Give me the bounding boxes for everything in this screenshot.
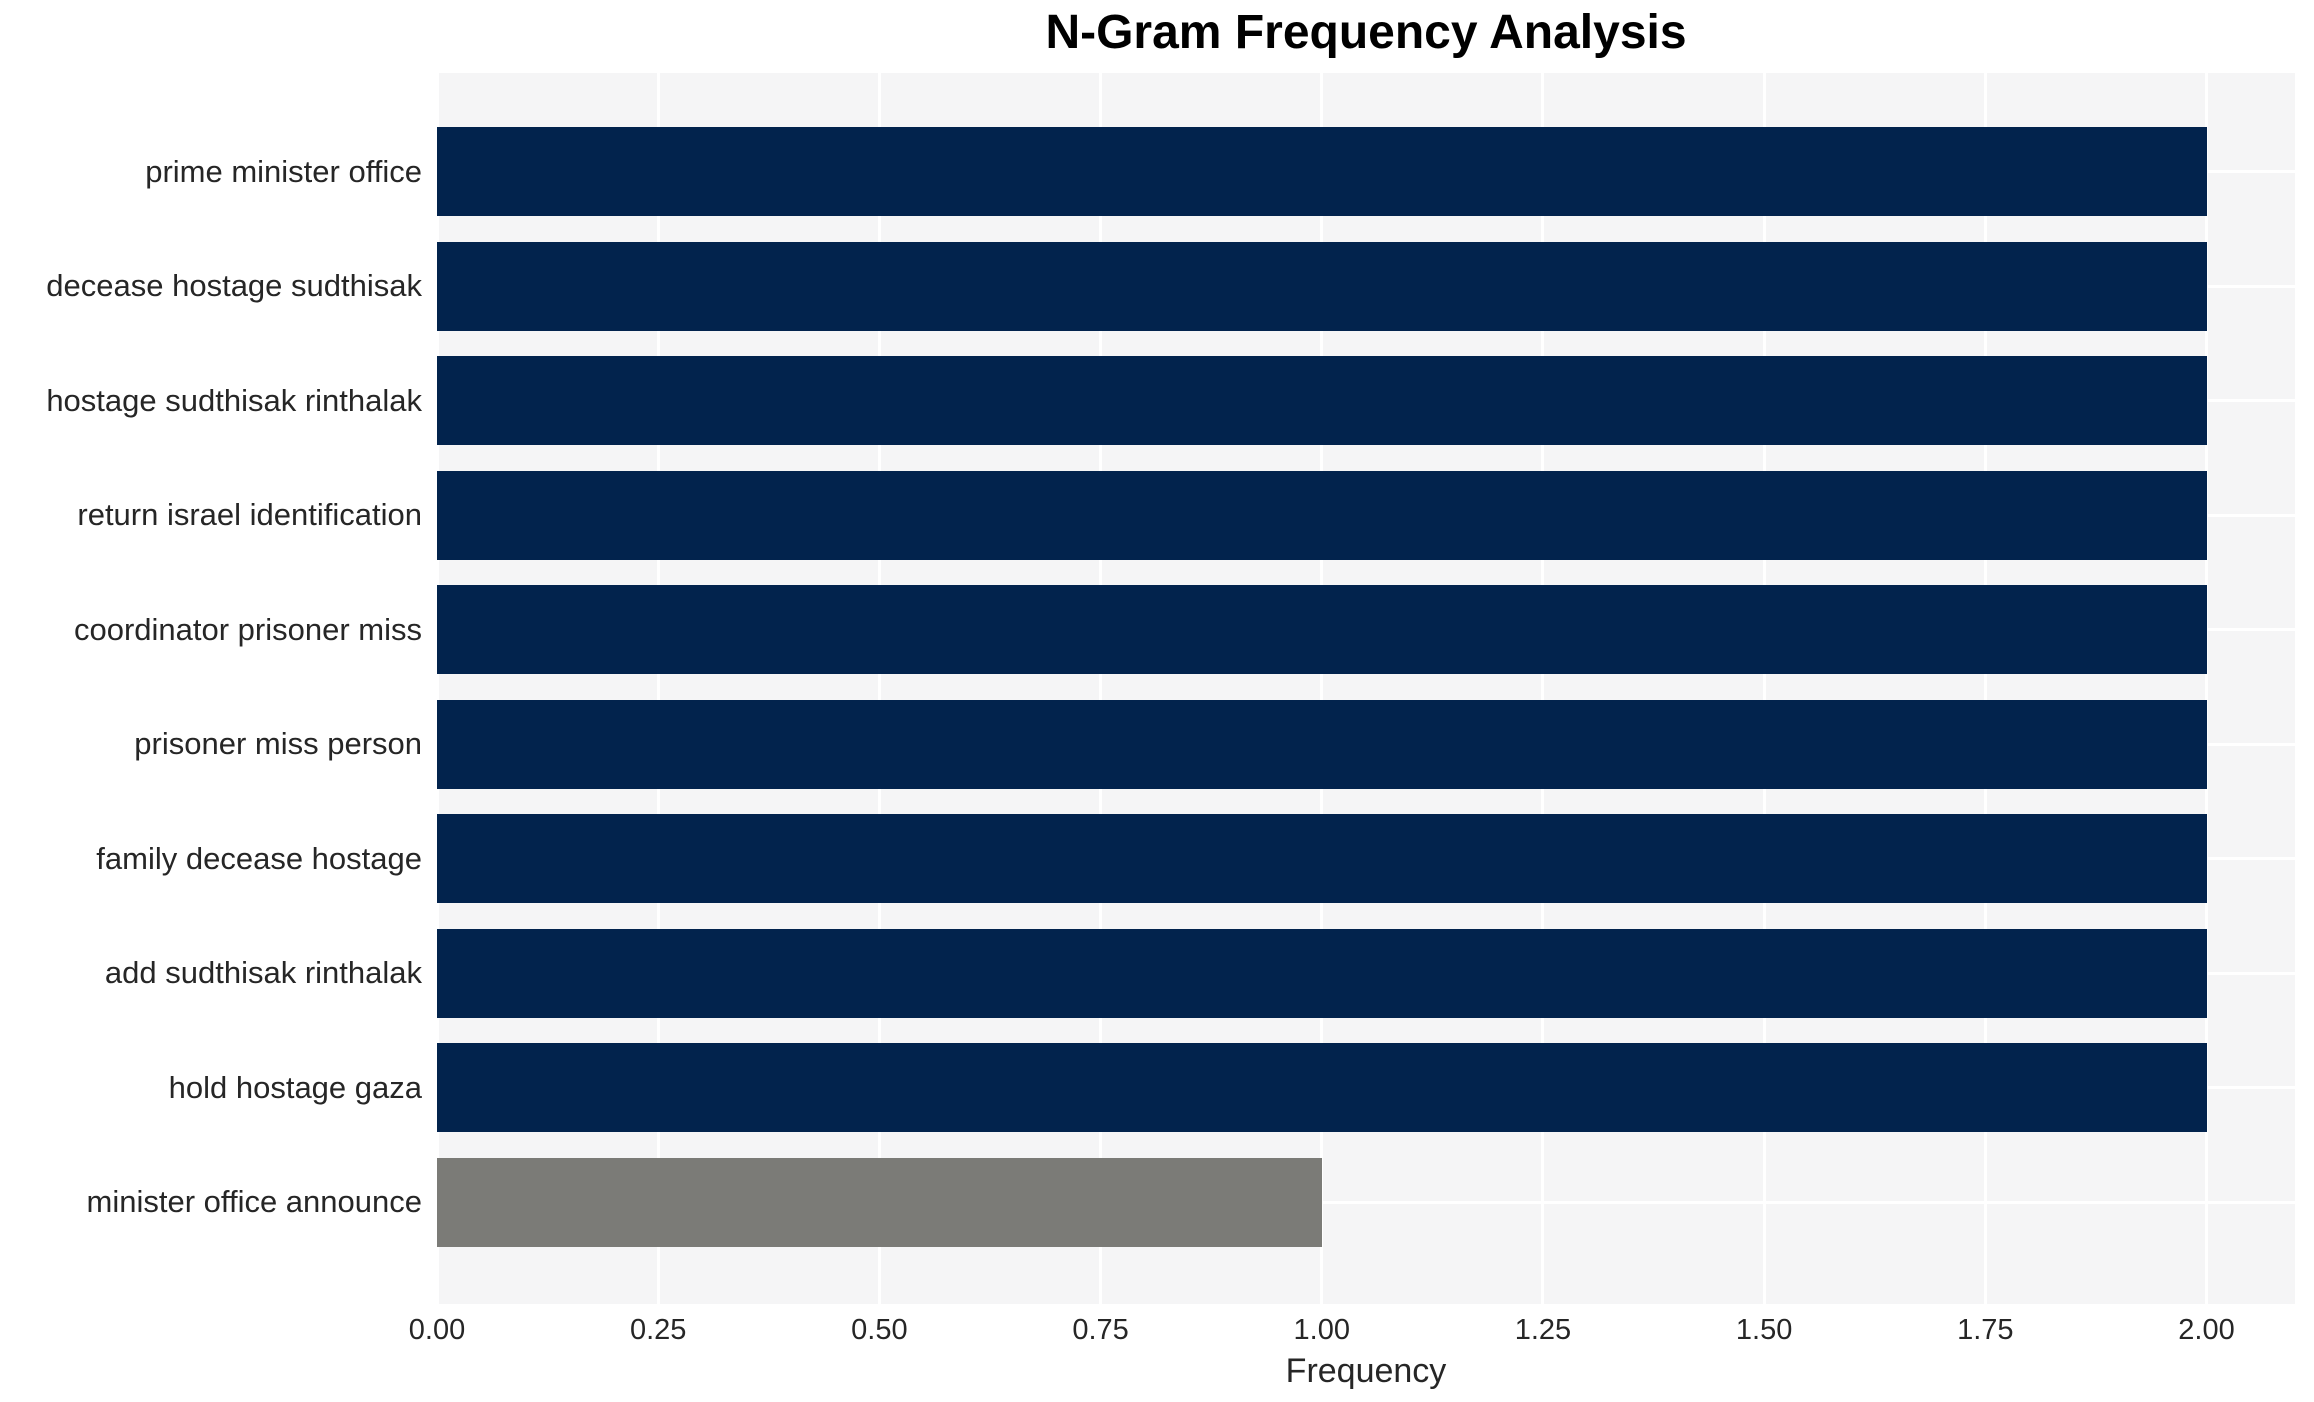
y-tick-label: add sudthisak rinthalak [104,955,422,990]
chart-title: N-Gram Frequency Analysis [1045,6,1687,59]
y-tick-label: decease hostage sudthisak [46,268,422,303]
x-gridline [1099,73,1103,1304]
x-axis-label: Frequency [1285,1352,1447,1390]
bar-minister-office-announce [437,1157,1322,1247]
bar-hold-hostage-gaza [437,1043,2207,1132]
x-gridline [1541,73,1545,1304]
bar-prime-minister-office [437,127,2207,216]
y-tick-label: prime minister office [145,153,422,189]
y-tick-label: family decease hostage [96,840,422,876]
y-tick-label: minister office announce [86,1184,422,1219]
x-gridline [656,73,660,1304]
x-gridline [1983,73,1987,1304]
x-gridline [1762,73,1766,1304]
bar-hostage-sudthisak-rinthalak [437,356,2207,445]
x-gridline [435,73,439,1304]
x-tick-label: 0.50 [851,1314,908,1346]
plot-area [435,73,2295,1304]
bar-family-decease-hostage [437,814,2207,903]
bar-prisoner-miss-person [437,699,2207,789]
x-gridline [877,73,881,1304]
x-tick-label: 1.50 [1735,1314,1793,1346]
x-tick-label: 0.25 [629,1314,687,1346]
y-tick-label: hostage sudthisak rinthalak [46,382,422,418]
y-gridline [437,1200,2295,1204]
y-tick-label: hold hostage gaza [168,1069,422,1105]
bar-decease-hostage-sudthisak [437,241,2207,331]
x-tick-label: 1.75 [1957,1314,2014,1346]
x-tick-label: 2.00 [2178,1314,2235,1346]
y-tick-label: return israel identification [77,497,422,532]
x-tick-label: 1.25 [1514,1314,1572,1346]
bar-add-sudthisak-rinthalak [437,928,2207,1018]
x-gridline [1320,73,1324,1304]
x-tick-label: 0.75 [1072,1314,1129,1346]
y-tick-label: prisoner miss person [134,726,422,761]
y-tick-label: coordinator prisoner miss [73,611,422,647]
bar-coordinator-prisoner-miss [437,585,2207,674]
bar-return-israel-identification [437,470,2207,560]
x-gridline [2205,73,2209,1304]
x-tick-label: 0.00 [408,1314,466,1346]
x-tick-label: 1.00 [1293,1314,1350,1346]
